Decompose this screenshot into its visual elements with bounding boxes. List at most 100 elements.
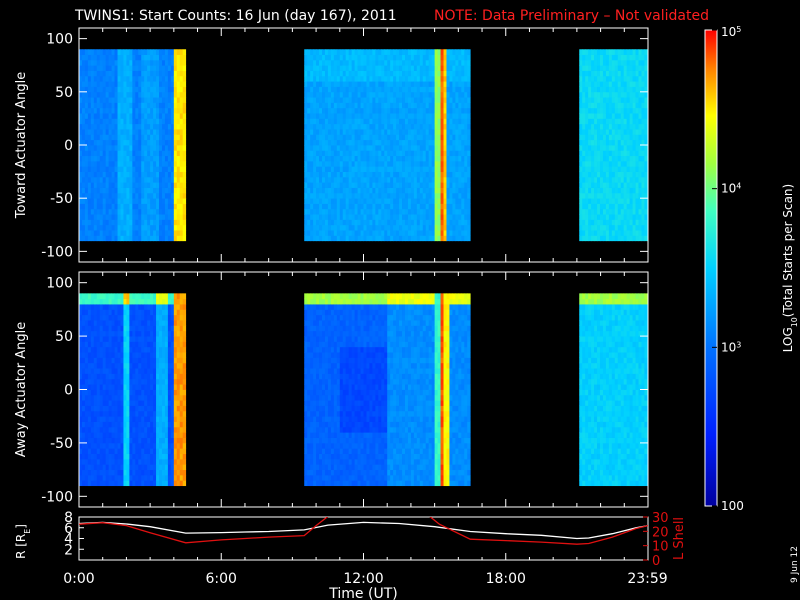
heatmap-cell <box>324 97 329 103</box>
heatmap-cell <box>81 325 86 332</box>
heatmap-cell <box>638 86 642 93</box>
heatmap-cell <box>399 171 403 178</box>
heatmap-cell <box>129 432 133 438</box>
heatmap-cell <box>126 182 130 188</box>
heatmap-cell <box>84 107 89 114</box>
heatmap-cell <box>464 160 468 167</box>
heatmap-cell <box>150 230 154 236</box>
heatmap-cell <box>120 129 124 135</box>
heatmap-cell <box>363 219 367 226</box>
heatmap-cell <box>635 70 639 77</box>
heatmap-cell <box>120 341 124 348</box>
heatmap-cell <box>387 203 391 210</box>
heatmap-cell <box>360 75 364 82</box>
heatmap-cell <box>90 235 95 242</box>
heatmap-cell <box>120 330 124 337</box>
heatmap-cell <box>410 198 415 204</box>
heatmap-cell <box>102 187 107 194</box>
heatmap-cell <box>413 134 418 141</box>
heatmap-cell <box>120 187 124 194</box>
heatmap-cell <box>458 59 462 66</box>
heatmap-cell <box>123 219 127 226</box>
heatmap-cell <box>93 91 98 98</box>
heatmap-cell <box>390 214 394 220</box>
heatmap-cell <box>390 145 394 151</box>
heatmap-cell <box>410 65 415 71</box>
heatmap-cell <box>375 118 379 125</box>
heatmap-cell <box>404 97 409 103</box>
heatmap-cell <box>357 198 361 204</box>
heatmap-cell <box>120 70 124 77</box>
heatmap-cell <box>111 97 115 103</box>
heatmap-cell <box>81 352 86 358</box>
heatmap-cell <box>396 192 400 199</box>
heatmap-cell <box>399 118 403 125</box>
heatmap-cell <box>608 123 613 130</box>
heatmap-cell <box>357 171 361 178</box>
heatmap-cell <box>605 113 610 119</box>
heatmap-cell <box>126 102 130 109</box>
heatmap-cell <box>316 198 320 204</box>
heatmap-cell <box>407 145 412 151</box>
heatmap-cell <box>111 298 115 305</box>
heatmap-cell <box>108 416 112 422</box>
heatmap-cell <box>105 59 110 66</box>
heatmap-cell <box>599 75 604 82</box>
heatmap-cell <box>316 171 320 178</box>
heatmap-cell <box>132 458 136 465</box>
heatmap-cell <box>635 230 639 236</box>
heatmap-cell <box>84 123 89 130</box>
heatmap-cell <box>345 118 350 125</box>
heatmap-cell <box>354 86 358 93</box>
heatmap-cell <box>629 145 633 151</box>
heatmap-cell <box>87 219 92 226</box>
heatmap-cell <box>327 176 332 183</box>
heatmap-cell <box>310 160 314 167</box>
heatmap-cell <box>351 224 356 231</box>
heatmap-cell <box>84 97 89 103</box>
heatmap-cell <box>443 107 447 114</box>
heatmap-cell <box>161 107 166 114</box>
heatmap-cell <box>126 400 130 406</box>
heatmap-cell <box>407 203 412 210</box>
heatmap-cell <box>399 145 403 151</box>
heatmap-cell <box>319 192 323 199</box>
heatmap-cell <box>354 166 358 172</box>
heatmap-cell <box>641 203 645 210</box>
heatmap-cell <box>135 384 139 390</box>
heatmap-cell <box>120 309 124 316</box>
heatmap-cell <box>623 91 628 98</box>
heatmap-cell <box>428 166 433 172</box>
heatmap-cell <box>428 59 433 66</box>
heatmap-cell <box>599 54 604 61</box>
heatmap-cell <box>84 54 89 61</box>
heatmap-cell <box>120 298 124 305</box>
heatmap-cell <box>138 394 142 401</box>
heatmap-cell <box>635 203 639 210</box>
heatmap-cell <box>173 139 178 146</box>
heatmap-cell <box>399 192 403 199</box>
heatmap-cell <box>437 198 441 204</box>
heatmap-cell <box>632 86 636 93</box>
heatmap-cell <box>117 203 121 210</box>
heatmap-cell <box>345 171 350 178</box>
heatmap-cell <box>384 182 388 188</box>
heatmap-cell <box>425 54 430 61</box>
heatmap-cell <box>108 171 112 178</box>
heatmap-cell <box>428 235 433 242</box>
heatmap-cell <box>84 437 89 444</box>
heatmap-cell <box>144 187 148 194</box>
heatmap-cell <box>366 97 370 103</box>
heatmap-cell <box>369 75 373 82</box>
heatmap-cell <box>617 59 622 66</box>
heatmap-cell <box>84 373 89 380</box>
heatmap-cell <box>381 182 385 188</box>
heatmap-cell <box>348 59 353 66</box>
heatmap-cell <box>123 214 127 220</box>
heatmap-cell <box>79 145 83 151</box>
heatmap-cell <box>396 129 400 135</box>
heatmap-cell <box>170 139 175 146</box>
heatmap-cell <box>322 192 326 199</box>
heatmap-cell <box>120 235 124 242</box>
heatmap-cell <box>114 336 118 342</box>
